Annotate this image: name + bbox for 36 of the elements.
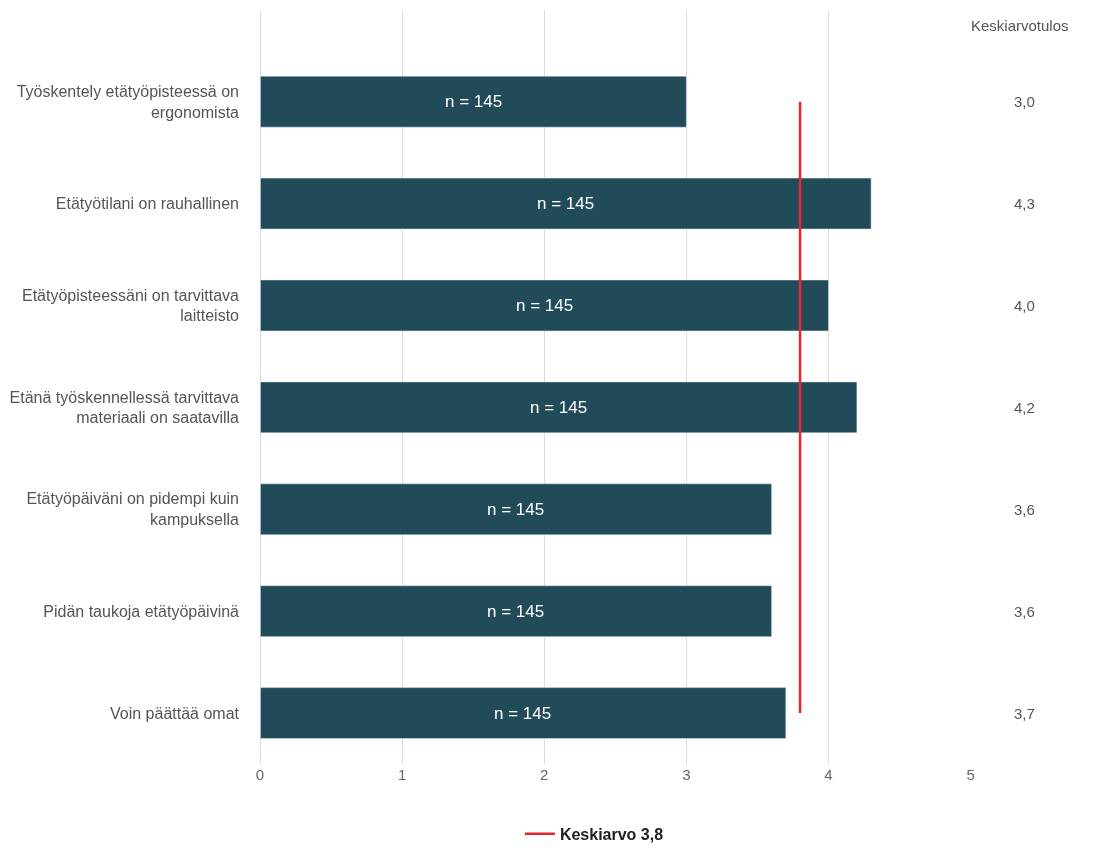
bar	[260, 75, 687, 128]
data-label: 3,6	[1014, 603, 1035, 620]
y-tick-label: Työskentely etätyöpisteessä on ergonomista	[16, 82, 240, 121]
x-tick-label: 5	[966, 766, 975, 783]
text: Keskiarvotulos	[971, 17, 1069, 34]
annotation: n = 145	[487, 500, 545, 519]
data-label: 3,6	[1014, 501, 1035, 518]
y-tick-label: Etätyöpisteessäni on tarvittava laitteisto	[21, 286, 240, 325]
bar	[260, 279, 829, 332]
annotation: n = 145	[494, 704, 552, 723]
annotation: n = 145	[487, 602, 545, 621]
x-tick-label: 2	[540, 766, 549, 783]
data-label: 3,0	[1014, 93, 1035, 110]
x-tick-label: 0	[255, 766, 265, 783]
legend-label: Keskiarvo 3,8	[559, 825, 664, 843]
bar	[260, 177, 872, 230]
data-label: 3,7	[1014, 705, 1035, 722]
annotation: n = 145	[445, 92, 503, 111]
bar	[260, 687, 787, 739]
y-tick-label: Etätyötilani on rauhallinen	[55, 195, 239, 213]
data-label: 4,0	[1014, 297, 1035, 314]
data-label: 4,3	[1014, 195, 1035, 212]
y-tick-label: Etänä työskennellessä tarvittava materiaali on saatavilla	[9, 388, 240, 427]
y-tick-label: Etätyöpäiväni on pidempi kuin kampuksella	[26, 490, 240, 529]
bar	[260, 381, 858, 434]
x-tick-label: 3	[682, 766, 691, 783]
annotation: n = 145	[516, 296, 574, 315]
data-label: 4,2	[1014, 399, 1035, 416]
y-tick-label: Voin päättää omat	[110, 704, 240, 722]
x-tick-label: 4	[824, 766, 833, 783]
bar	[260, 483, 772, 535]
y-tick-label: Pidän taukoja etätyöpäivinä	[43, 602, 240, 620]
annotation: n = 145	[537, 194, 595, 213]
bar	[260, 585, 772, 637]
x-tick-label: 1	[397, 766, 407, 783]
annotation: n = 145	[530, 398, 588, 417]
